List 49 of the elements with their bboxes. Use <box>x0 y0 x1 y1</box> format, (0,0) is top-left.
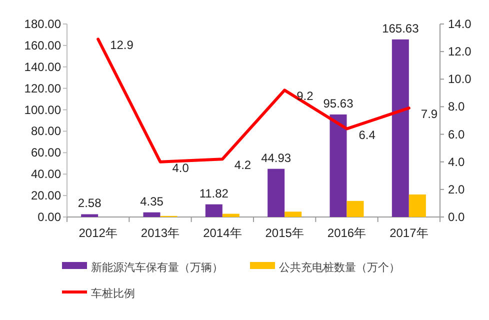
data-label: 44.93 <box>261 150 292 165</box>
y2-tick-label: 12.0 <box>448 44 472 59</box>
x-tick-label: 2013年 <box>140 226 180 240</box>
y2-tick-label: 6.0 <box>448 127 466 142</box>
bar <box>346 200 364 217</box>
y2-tick-label: 2.0 <box>448 182 466 196</box>
data-label: 4.0 <box>172 160 190 175</box>
y2-tick-label: 8.0 <box>448 100 466 114</box>
y-tick-label: 180.00 <box>24 17 62 31</box>
y-tick-label: 60.00 <box>30 146 62 160</box>
x-tick-label: 2015年 <box>265 226 304 240</box>
data-label: 165.63 <box>382 21 420 36</box>
bar <box>205 204 222 217</box>
data-label: 9.2 <box>296 89 314 104</box>
data-label: 11.82 <box>199 186 229 200</box>
y2-tick-label: 14.0 <box>448 17 472 31</box>
bar <box>330 114 347 217</box>
bar <box>268 168 285 217</box>
y-tick-label: 120.00 <box>24 81 62 96</box>
x-tick-label: 2016年 <box>327 226 366 240</box>
data-label: 6.4 <box>358 128 376 142</box>
data-label: 95.63 <box>323 96 354 110</box>
bar <box>284 212 302 217</box>
y2-tick-label: 0.0 <box>448 210 466 224</box>
y-tick-label: 80.00 <box>30 124 62 138</box>
bar <box>222 214 240 217</box>
data-label: 7.9 <box>420 107 438 122</box>
bar <box>81 214 98 217</box>
legend-label: 新能源汽车保有量（万辆） <box>91 261 223 274</box>
y-tick-label: 100.00 <box>24 102 62 117</box>
data-label: 12.9 <box>110 38 134 52</box>
data-label: 4.2 <box>234 158 252 172</box>
bar <box>143 212 160 217</box>
x-tick-label: 2017年 <box>390 226 428 240</box>
y2-tick-label: 10.0 <box>448 72 472 86</box>
legend-label: 公共充电桩数量（万个） <box>279 261 400 274</box>
y2-tick-label: 4.0 <box>448 154 466 169</box>
y-tick-label: 0.00 <box>38 210 62 224</box>
y-tick-label: 40.00 <box>30 167 62 182</box>
y-tick-label: 140.00 <box>24 60 62 74</box>
bar <box>408 194 426 217</box>
data-label: 2.58 <box>78 196 102 210</box>
data-label: 4.35 <box>140 194 164 208</box>
legend-label: 车桩比例 <box>91 287 135 300</box>
x-tick-label: 2014年 <box>203 226 242 240</box>
x-tick-label: 2012年 <box>78 226 118 240</box>
y-tick-label: 160.00 <box>24 38 62 52</box>
y-tick-label: 20.00 <box>30 188 62 203</box>
bar <box>392 39 409 217</box>
